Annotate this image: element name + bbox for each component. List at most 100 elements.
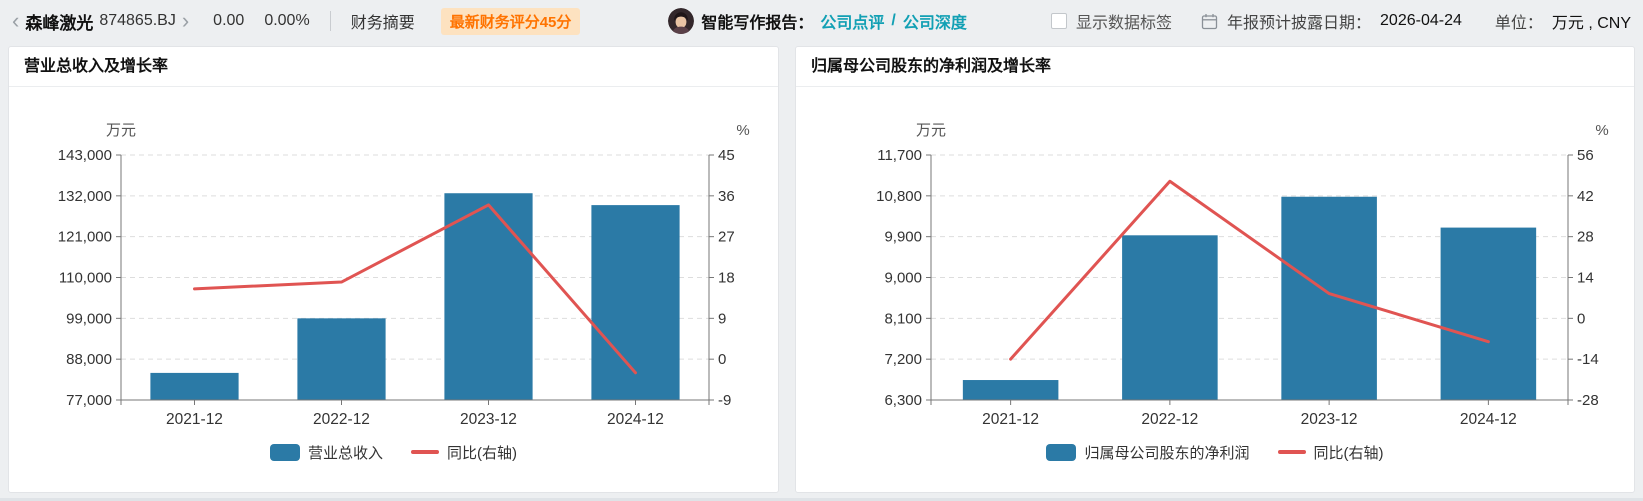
right-axis-tick-label: 56 [1577, 147, 1594, 164]
net-profit-chart-title: 归属母公司股东的净利润及增长率 [796, 47, 1634, 87]
trend-line[interactable] [193, 203, 637, 375]
x-axis-category-label: 2022-12 [313, 411, 370, 428]
show-data-labels-checkbox[interactable] [1050, 13, 1067, 29]
right-axis-tick-label: 9 [718, 310, 726, 327]
left-axis-tick-label: 10,800 [876, 188, 922, 205]
left-axis-tick-label: 9,900 [884, 229, 922, 246]
bar-2023-12[interactable] [1281, 196, 1377, 400]
financial-score-badge[interactable]: 最新财务评分45分 [440, 7, 581, 35]
right-axis-tick-label: 27 [718, 229, 735, 246]
left-axis-tick-label: 9,000 [884, 270, 922, 287]
left-axis-tick-label: 7,200 [884, 351, 922, 368]
right-axis-tick-label: -28 [1577, 392, 1599, 409]
x-axis-category-label: 2023-12 [1301, 411, 1358, 428]
chart-svg: 143,000 132,000 121,000 110,000 99,000 88,000… [58, 122, 750, 428]
bar-legend-swatch [269, 443, 300, 461]
show-data-labels-label[interactable]: 显示数据标签 [1075, 15, 1172, 32]
chart-svg: 11,700 10,800 9,900 9,000 8,100 7,200 6,300 56 4… [876, 122, 1609, 428]
right-axis-unit: % [1595, 122, 1608, 139]
right-axis-unit: % [736, 122, 749, 139]
link-company-comment[interactable]: 公司点评 [820, 15, 885, 32]
x-axis-category-label: 2021-12 [982, 411, 1039, 428]
legend-label: 营业总收入 [307, 444, 383, 462]
trend-line[interactable] [1009, 179, 1490, 361]
left-axis-tick-label: 110,000 [59, 270, 112, 287]
left-axis-tick-label: 8,100 [884, 310, 922, 327]
avatar-image [668, 8, 695, 34]
right-axis-tick-label: 0 [1577, 310, 1585, 327]
tab-financial-summary[interactable]: 财务摘要 [350, 15, 415, 32]
avatar [668, 8, 695, 34]
line-legend-swatch [411, 450, 439, 454]
bar-2024-12[interactable] [591, 205, 680, 400]
legend-label: 同比(右轴) [447, 444, 517, 462]
right-axis-tick-label: 45 [718, 147, 735, 164]
bar-2021-12[interactable] [150, 372, 239, 400]
left-axis-tick-label: 6,300 [884, 392, 922, 409]
right-axis-tick-label: 28 [1577, 229, 1594, 246]
divider [329, 11, 331, 31]
stock-price: 0.00 [213, 12, 245, 29]
right-axis-tick-label: 36 [718, 188, 735, 205]
x-axis-category-label: 2022-12 [1141, 411, 1198, 428]
quote-group: 0.00 0.00% [213, 12, 310, 30]
revenue-chart-legend: 营业总收入 同比(右轴) [9, 432, 778, 472]
stock-code: 874865.BJ [99, 12, 176, 29]
revenue-chart-card: 营业总收入及增长率 143,000 132,000 121,000 110,000 99… [8, 46, 779, 493]
left-axis-unit: 万元 [106, 122, 136, 139]
bar-2022-12[interactable] [297, 318, 386, 400]
legend-item-bar[interactable]: 归属母公司股东的净利润 [1046, 442, 1250, 463]
calendar-icon [1201, 13, 1218, 30]
net-profit-chart-card: 归属母公司股东的净利润及增长率 11,700 10,800 9,900 9,000 8,… [795, 46, 1635, 493]
report-date-value: 2026-04-24 [1380, 12, 1462, 29]
legend-label: 同比(右轴) [1313, 444, 1384, 462]
left-axis-unit: 万元 [916, 122, 946, 139]
ai-report-label: 智能写作报告： [701, 15, 814, 32]
unit-value: 万元 , CNY [1551, 15, 1631, 32]
x-axis-category-label: 2024-12 [1460, 411, 1517, 428]
unit-label: 单位： [1494, 15, 1543, 32]
legend-item-line[interactable]: 同比(右轴) [411, 442, 517, 463]
bar-2021-12[interactable] [962, 380, 1059, 400]
stock-change-percent: 0.00% [264, 12, 310, 29]
bar-legend-swatch [1046, 443, 1077, 461]
bar-2024-12[interactable] [1440, 227, 1537, 400]
legend-item-line[interactable]: 同比(右轴) [1277, 442, 1384, 463]
forward-chevron-icon[interactable]: › [181, 8, 190, 33]
right-axis-tick-label: 14 [1577, 270, 1594, 287]
back-chevron-icon[interactable]: ‹ [12, 8, 20, 33]
revenue-chart-canvas[interactable]: 143,000 132,000 121,000 110,000 99,000 88,000… [9, 87, 778, 432]
left-axis-tick-label: 77,000 [66, 392, 112, 409]
left-axis-tick-label: 132,000 [58, 188, 112, 205]
left-axis-tick-label: 143,000 [58, 147, 112, 164]
net-profit-chart-canvas[interactable]: 11,700 10,800 9,900 9,000 8,100 7,200 6,300 56 4… [796, 87, 1634, 432]
top-bar-right: 显示数据标签 年报预计披露日期： 2026-04-24 单位： 万元 , CNY [1050, 9, 1631, 33]
stock-name: 森峰激光 [25, 13, 94, 33]
right-axis-tick-label: -9 [718, 392, 731, 409]
left-axis-tick-label: 11,700 [877, 147, 922, 164]
left-axis-tick-label: 99,000 [66, 310, 112, 327]
right-axis-tick-label: 0 [718, 351, 726, 368]
bottom-divider [0, 498, 1643, 501]
left-axis-tick-label: 121,000 [58, 229, 112, 246]
line-legend-swatch [1277, 450, 1306, 454]
report-date-label: 年报预计披露日期： [1227, 15, 1372, 32]
revenue-chart-body: 143,000 132,000 121,000 110,000 99,000 88,000… [9, 87, 778, 491]
legend-item-bar[interactable]: 营业总收入 [269, 442, 383, 463]
bar-2023-12[interactable] [444, 193, 533, 400]
left-axis-tick-label: 88,000 [66, 351, 112, 368]
bar-2022-12[interactable] [1122, 235, 1218, 400]
link-separator: / [891, 12, 896, 29]
x-axis-category-label: 2024-12 [607, 411, 664, 428]
right-axis-tick-label: -14 [1577, 351, 1599, 368]
right-axis-tick-label: 18 [718, 270, 735, 287]
top-bar: ‹ 森峰激光 874865.BJ › 0.00 0.00% 财务摘要 最新财务评… [0, 0, 1643, 42]
right-axis-tick-label: 42 [1577, 188, 1594, 205]
net-profit-chart-body: 11,700 10,800 9,900 9,000 8,100 7,200 6,300 56 4… [796, 87, 1634, 491]
net-profit-chart-legend: 归属母公司股东的净利润 同比(右轴) [796, 432, 1634, 472]
revenue-chart-title: 营业总收入及增长率 [9, 47, 778, 87]
x-axis-category-label: 2021-12 [166, 411, 223, 428]
link-company-deep[interactable]: 公司深度 [902, 15, 967, 32]
x-axis-category-label: 2023-12 [460, 411, 517, 428]
ai-report-group: 智能写作报告： 公司点评 / 公司深度 [668, 8, 967, 34]
